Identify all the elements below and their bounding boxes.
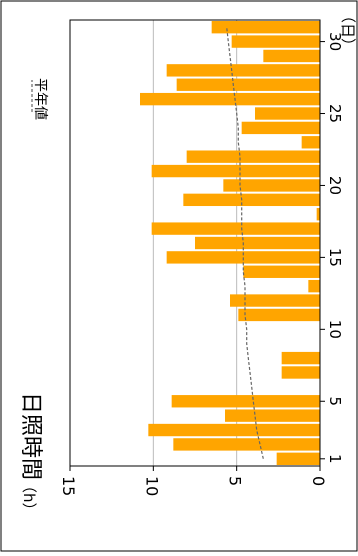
y-tick-label: 0 bbox=[309, 476, 328, 486]
bar-day-31 bbox=[211, 21, 320, 34]
x-tick-label: 30 bbox=[326, 32, 344, 51]
x-tick-label: 10 bbox=[326, 320, 344, 339]
bar-day-4 bbox=[225, 409, 320, 422]
plot-area-frame bbox=[69, 19, 321, 467]
bar-day-7 bbox=[281, 366, 320, 379]
bar-day-26 bbox=[140, 92, 320, 106]
bar-day-18 bbox=[316, 208, 320, 221]
y-tick-label: 15 bbox=[59, 476, 78, 496]
average-line-layer bbox=[226, 27, 264, 459]
bar-day-25 bbox=[255, 107, 320, 120]
x-tick-label: 5 bbox=[326, 396, 344, 406]
bar-day-21 bbox=[151, 164, 320, 178]
bar-day-16 bbox=[195, 236, 320, 250]
bar-day-17 bbox=[151, 222, 320, 235]
x-tick-label: 25 bbox=[326, 104, 344, 123]
bar-day-22 bbox=[186, 150, 320, 163]
x-tick-label: 20 bbox=[326, 176, 344, 195]
bar-day-27 bbox=[176, 78, 320, 91]
legend: 平年値 bbox=[31, 78, 48, 120]
bar-day-20 bbox=[223, 179, 320, 192]
bar-day-23 bbox=[301, 136, 320, 149]
x-tick-label: 1 bbox=[326, 454, 344, 464]
average-line bbox=[226, 27, 264, 459]
bar-day-13 bbox=[308, 279, 320, 293]
chart-title: 日照時間 bbox=[18, 392, 43, 480]
bar-day-8 bbox=[281, 351, 320, 365]
bar-day-28 bbox=[166, 64, 320, 77]
x-unit-label: （日） bbox=[339, 8, 357, 53]
y-tick-label: 10 bbox=[142, 476, 161, 496]
bar-day-5 bbox=[171, 395, 320, 408]
y-tick-label: 5 bbox=[226, 476, 245, 486]
y-unit-label: （h） bbox=[20, 478, 38, 518]
bar-day-24 bbox=[241, 121, 320, 135]
legend-label: 平年値 bbox=[32, 78, 48, 120]
bar-day-11 bbox=[238, 308, 320, 322]
x-tick-label: 15 bbox=[326, 248, 344, 267]
bar-day-30 bbox=[231, 35, 320, 48]
bar-day-19 bbox=[183, 193, 320, 207]
bar-day-29 bbox=[263, 49, 320, 63]
bar-day-3 bbox=[148, 423, 320, 437]
bar-day-14 bbox=[243, 265, 320, 278]
bar-layer bbox=[140, 21, 320, 465]
bar-day-1 bbox=[276, 452, 320, 465]
bar-day-2 bbox=[173, 438, 320, 451]
bar-day-12 bbox=[230, 294, 320, 307]
